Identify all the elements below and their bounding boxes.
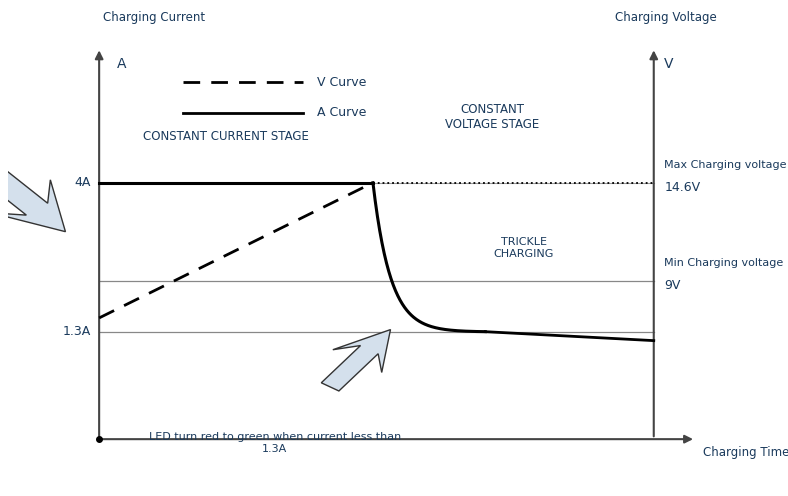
Text: V Curve: V Curve [317,76,366,89]
Text: Charging Current: Charging Current [102,11,205,24]
Text: CONSTANT CURRENT STAGE: CONSTANT CURRENT STAGE [143,130,308,143]
Text: Charging Voltage: Charging Voltage [615,11,717,24]
Text: 1.3A: 1.3A [62,325,91,338]
Polygon shape [0,162,65,232]
Text: A: A [117,57,126,71]
Polygon shape [322,329,391,391]
Text: Min Charging voltage: Min Charging voltage [664,258,783,268]
Text: LED turn red to green when current less than
1.3A: LED turn red to green when current less … [148,432,401,454]
Text: CONSTANT
VOLTAGE STAGE: CONSTANT VOLTAGE STAGE [445,104,540,131]
Text: TRICKLE
CHARGING: TRICKLE CHARGING [494,237,554,259]
Text: 4A: 4A [74,176,91,189]
Text: 9V: 9V [664,279,681,292]
Text: V: V [664,57,674,71]
Text: 14.6V: 14.6V [664,181,701,194]
Text: Max Charging voltage: Max Charging voltage [664,160,786,170]
Text: A Curve: A Curve [317,106,366,120]
Text: Charging Time: Charging Time [703,446,788,459]
